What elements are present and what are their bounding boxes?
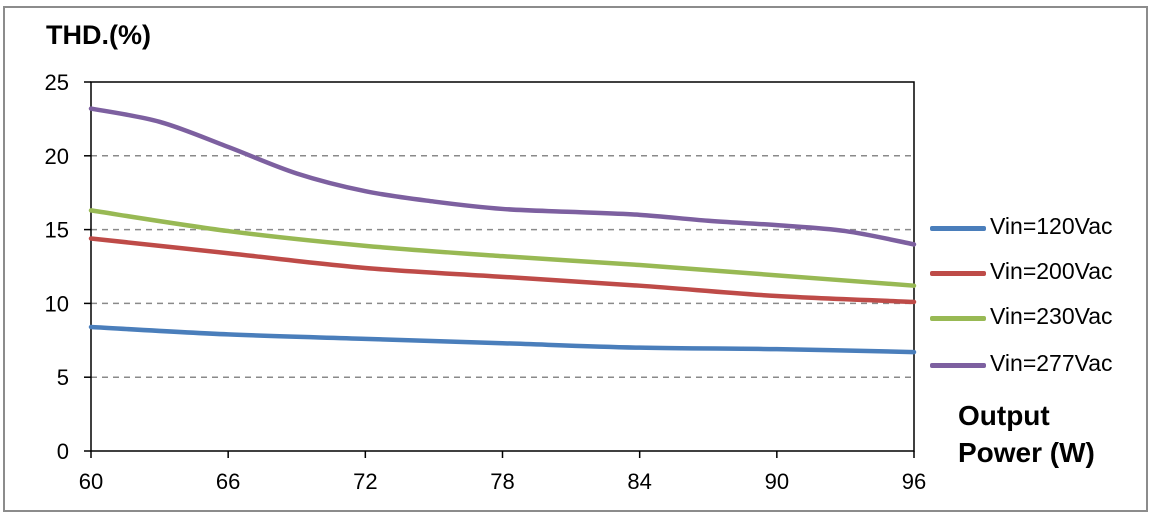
- legend-item-vin-200: Vin=200Vac: [930, 255, 1150, 285]
- legend-label: Vin=200Vac: [990, 258, 1113, 284]
- x-axis-label-line2: Power (W): [958, 437, 1095, 468]
- series-line-vin-230vac: [88, 208, 917, 288]
- legend-label: Vin=230Vac: [990, 303, 1113, 329]
- y-tick-label: 0: [57, 439, 69, 464]
- x-tick-label: 90: [765, 469, 789, 494]
- y-tick-label: 20: [45, 144, 69, 169]
- y-tick-label: 5: [57, 365, 69, 390]
- y-tick-label: 15: [45, 218, 69, 243]
- series-line-vin-277vac: [88, 106, 917, 247]
- x-tick-label: 60: [79, 469, 103, 494]
- legend-swatch: [930, 363, 986, 368]
- legend-swatch: [930, 271, 986, 276]
- legend-swatch: [930, 226, 986, 231]
- x-tick-label: 96: [902, 469, 926, 494]
- legend-swatch: [930, 316, 986, 321]
- x-tick-label: 66: [216, 469, 240, 494]
- x-axis-label: Output Power (W): [958, 397, 1095, 471]
- series-line-vin-120vac: [88, 324, 917, 355]
- legend-label: Vin=277Vac: [990, 350, 1113, 376]
- y-axis-label: THD.(%): [46, 20, 151, 50]
- y-tick-label: 25: [45, 70, 69, 95]
- x-tick-label: 72: [353, 469, 377, 494]
- legend-item-vin-277: Vin=277Vac: [930, 347, 1150, 377]
- x-axis-label-line1: Output: [958, 400, 1050, 431]
- legend-label: Vin=120Vac: [990, 213, 1113, 239]
- axis-ticks: 0 5 10 15 20 25 60 66 72 78 84 90 96: [45, 70, 927, 494]
- y-tick-label: 10: [45, 291, 69, 316]
- legend-item-vin-230: Vin=230Vac: [930, 300, 1150, 330]
- plot-area: [90, 81, 915, 452]
- series-line-vin-200vac: [88, 236, 917, 305]
- legend-item-vin-120: Vin=120Vac: [930, 210, 1150, 240]
- x-tick-label: 84: [627, 469, 651, 494]
- x-tick-label: 78: [490, 469, 514, 494]
- series-lines: [88, 106, 917, 355]
